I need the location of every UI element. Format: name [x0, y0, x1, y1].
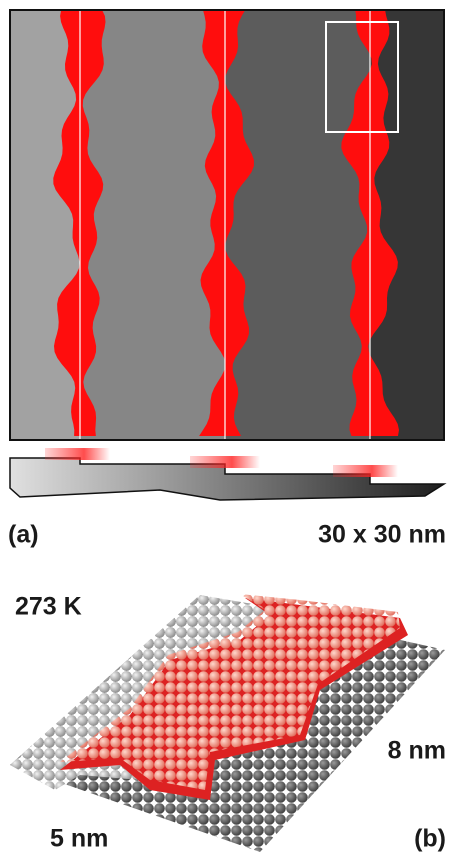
height-profile	[10, 448, 444, 500]
scale-label: 30 x 30 nm	[318, 521, 446, 549]
panel-label: (b)	[414, 825, 446, 853]
length-label: 5 nm	[50, 825, 108, 853]
temperature-label: 273 K	[15, 593, 82, 621]
figure: (a) 30 x 30 nm 273 K 8 nm 5 nm (b)	[0, 0, 456, 858]
atomic-model	[10, 594, 445, 852]
panel-label: (a)	[8, 521, 39, 549]
width-label: 8 nm	[388, 737, 446, 765]
